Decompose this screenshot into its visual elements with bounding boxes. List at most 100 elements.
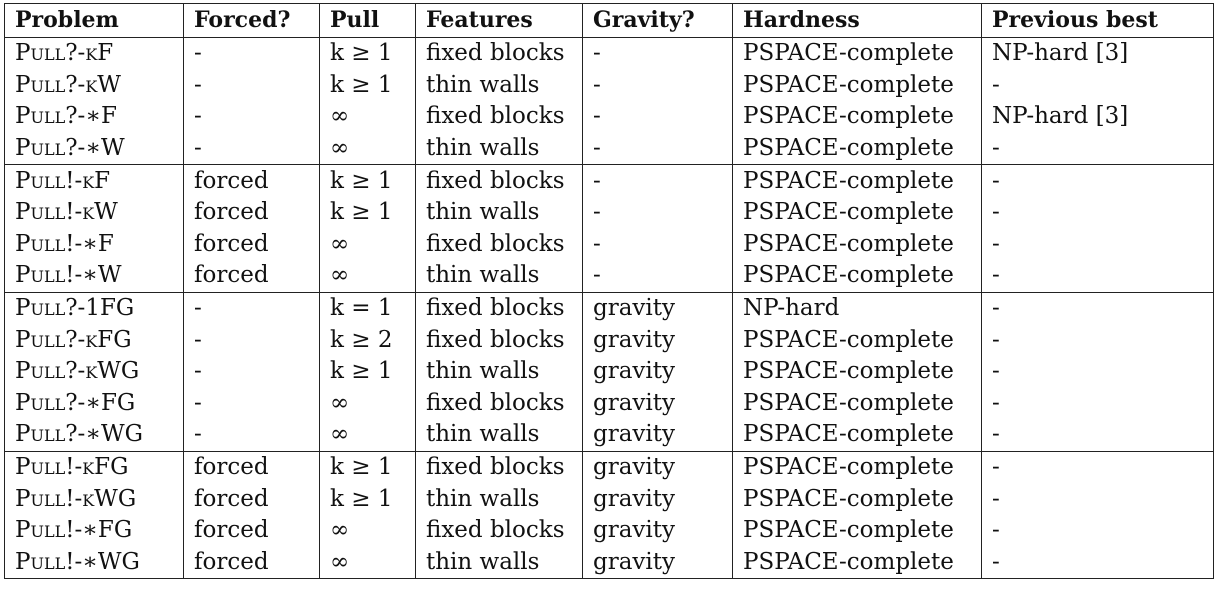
cell-problem: Pull?-∗W bbox=[4, 132, 184, 166]
cell-forced: - bbox=[183, 355, 320, 388]
table-row: Pull?-1FG - k = 1 fixed blocks gravity NP-har… bbox=[4, 292, 1214, 325]
table-row: Pull!-kF forced k ≥ 1 fixed blocks - PSPACE-c… bbox=[4, 164, 1214, 197]
cell-problem: Pull?-∗F bbox=[4, 101, 184, 133]
cell-hardness: PSPACE-complete bbox=[732, 546, 982, 580]
cell-pull: ∞ bbox=[319, 101, 416, 133]
cell-hardness: PSPACE-complete bbox=[732, 132, 982, 166]
table-row: Pull?-∗W - ∞ thin walls - PSPACE-complete - bbox=[4, 132, 1214, 166]
cell-previous-best: - bbox=[981, 164, 1214, 197]
table-header: Problem Forced? Pull Features Gravity? H… bbox=[4, 3, 1214, 38]
cell-features: fixed blocks bbox=[415, 101, 583, 133]
cell-features: fixed blocks bbox=[415, 514, 583, 547]
cell-previous-best: - bbox=[981, 483, 1214, 515]
cell-previous-best: - bbox=[981, 451, 1214, 484]
cell-gravity: - bbox=[582, 69, 733, 102]
cell-gravity: - bbox=[582, 196, 733, 229]
cell-gravity: gravity bbox=[582, 451, 733, 484]
cell-hardness: PSPACE-complete bbox=[732, 483, 982, 515]
cell-pull: k ≥ 1 bbox=[319, 451, 416, 484]
header-problem: Problem bbox=[4, 3, 184, 38]
cell-forced: - bbox=[183, 132, 320, 166]
table-row: Pull!-∗WG forced ∞ thin walls gravity PSPACE-… bbox=[4, 546, 1214, 580]
cell-pull: ∞ bbox=[319, 228, 416, 261]
header-row: Problem Forced? Pull Features Gravity? H… bbox=[4, 3, 1214, 38]
cell-problem: Pull?-∗WG bbox=[4, 419, 184, 452]
cell-problem: Pull!-∗F bbox=[4, 228, 184, 261]
cell-forced: forced bbox=[183, 514, 320, 547]
cell-problem: Pull!-∗W bbox=[4, 260, 184, 293]
cell-features: fixed blocks bbox=[415, 37, 583, 70]
hardness-table: Problem Forced? Pull Features Gravity? H… bbox=[4, 3, 1214, 580]
cell-problem: Pull!-∗WG bbox=[4, 546, 184, 580]
cell-hardness: PSPACE-complete bbox=[732, 451, 982, 484]
cell-problem: Pull!-∗FG bbox=[4, 514, 184, 547]
table-row: Pull?-∗F - ∞ fixed blocks - PSPACE-complete NP… bbox=[4, 101, 1214, 133]
table-row: Pull?-kWG - k ≥ 1 thin walls gravity PSPACE-c… bbox=[4, 355, 1214, 388]
cell-problem: Pull?-1FG bbox=[4, 292, 184, 325]
cell-pull: k = 1 bbox=[319, 292, 416, 325]
cell-forced: - bbox=[183, 292, 320, 325]
cell-gravity: gravity bbox=[582, 419, 733, 452]
cell-previous-best: - bbox=[981, 196, 1214, 229]
table-row: Pull?-kW - k ≥ 1 thin walls - PSPACE-complete… bbox=[4, 69, 1214, 102]
cell-problem: Pull?-kFG bbox=[4, 324, 184, 356]
cell-previous-best: - bbox=[981, 546, 1214, 580]
cell-forced: - bbox=[183, 419, 320, 452]
cell-forced: - bbox=[183, 324, 320, 356]
cell-gravity: - bbox=[582, 228, 733, 261]
cell-gravity: gravity bbox=[582, 355, 733, 388]
cell-pull: k ≥ 2 bbox=[319, 324, 416, 356]
cell-gravity: gravity bbox=[582, 483, 733, 515]
cell-hardness: PSPACE-complete bbox=[732, 196, 982, 229]
cell-forced: forced bbox=[183, 196, 320, 229]
cell-features: thin walls bbox=[415, 483, 583, 515]
cell-features: thin walls bbox=[415, 196, 583, 229]
cell-forced: forced bbox=[183, 228, 320, 261]
header-previous-best: Previous best bbox=[981, 3, 1214, 38]
cell-problem: Pull?-∗FG bbox=[4, 387, 184, 420]
cell-previous-best: - bbox=[981, 387, 1214, 420]
cell-problem: Pull?-kF bbox=[4, 37, 184, 70]
table-row: Pull?-∗FG - ∞ fixed blocks gravity PSPACE-com… bbox=[4, 387, 1214, 420]
cell-features: thin walls bbox=[415, 69, 583, 102]
cell-pull: ∞ bbox=[319, 132, 416, 166]
cell-features: fixed blocks bbox=[415, 451, 583, 484]
header-forced: Forced? bbox=[183, 3, 320, 38]
cell-previous-best: - bbox=[981, 132, 1214, 166]
cell-forced: - bbox=[183, 387, 320, 420]
cell-hardness: NP-hard bbox=[732, 292, 982, 325]
cell-forced: forced bbox=[183, 451, 320, 484]
cell-previous-best: - bbox=[981, 69, 1214, 102]
cell-previous-best: - bbox=[981, 292, 1214, 325]
cell-features: thin walls bbox=[415, 419, 583, 452]
cell-hardness: PSPACE-complete bbox=[732, 164, 982, 197]
cell-forced: forced bbox=[183, 164, 320, 197]
cell-pull: k ≥ 1 bbox=[319, 164, 416, 197]
cell-features: fixed blocks bbox=[415, 292, 583, 325]
cell-forced: forced bbox=[183, 546, 320, 580]
cell-gravity: gravity bbox=[582, 514, 733, 547]
cell-gravity: gravity bbox=[582, 324, 733, 356]
cell-gravity: - bbox=[582, 101, 733, 133]
cell-problem: Pull?-kW bbox=[4, 69, 184, 102]
cell-pull: ∞ bbox=[319, 387, 416, 420]
cell-gravity: gravity bbox=[582, 292, 733, 325]
cell-gravity: - bbox=[582, 132, 733, 166]
table-row: Pull?-kF - k ≥ 1 fixed blocks - PSPACE-comple… bbox=[4, 37, 1214, 70]
cell-forced: forced bbox=[183, 260, 320, 293]
cell-previous-best: NP-hard [3] bbox=[981, 101, 1214, 133]
table-row: Pull!-kFG forced k ≥ 1 fixed blocks gravity P… bbox=[4, 451, 1214, 484]
cell-hardness: PSPACE-complete bbox=[732, 324, 982, 356]
cell-gravity: gravity bbox=[582, 387, 733, 420]
table-container: Problem Forced? Pull Features Gravity? H… bbox=[4, 3, 1214, 580]
cell-pull: ∞ bbox=[319, 260, 416, 293]
header-features: Features bbox=[415, 3, 583, 38]
cell-hardness: PSPACE-complete bbox=[732, 101, 982, 133]
cell-gravity: gravity bbox=[582, 546, 733, 580]
table-body: Pull?-kF - k ≥ 1 fixed blocks - PSPACE-comple… bbox=[4, 37, 1214, 580]
cell-previous-best: NP-hard [3] bbox=[981, 37, 1214, 70]
cell-hardness: PSPACE-complete bbox=[732, 387, 982, 420]
table-row: Pull!-kWG forced k ≥ 1 thin walls gravity PSP… bbox=[4, 483, 1214, 515]
cell-features: thin walls bbox=[415, 355, 583, 388]
cell-forced: - bbox=[183, 37, 320, 70]
